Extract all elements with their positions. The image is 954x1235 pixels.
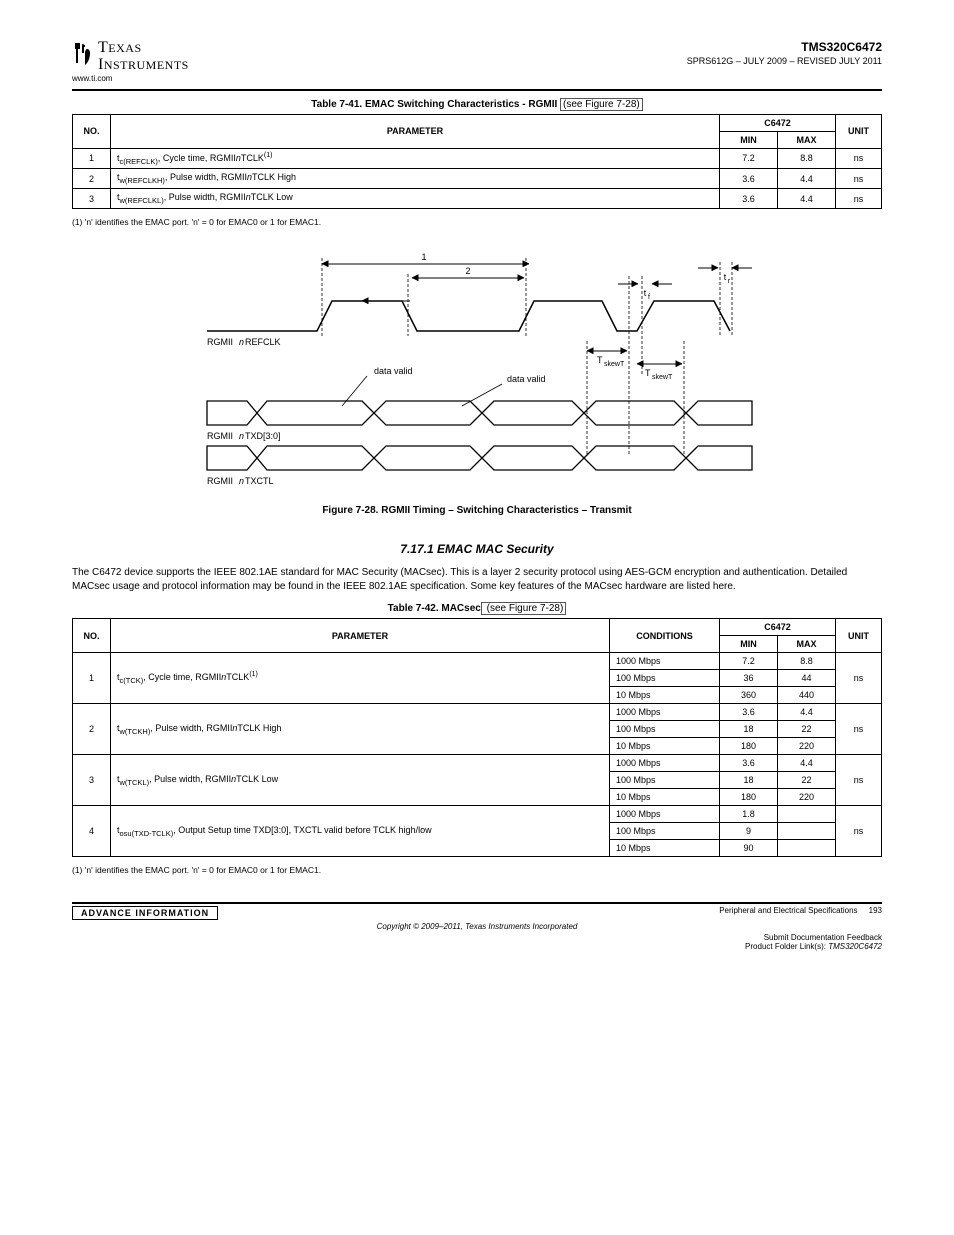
th-no: NO. [73,619,111,653]
svg-text:RGMII: RGMII [207,431,233,441]
th-no: NO. [73,114,111,148]
table42-see-link[interactable]: (see Figure 7-28) [481,602,566,615]
table41-see-link[interactable]: (see Figure 7-28) [560,98,643,111]
table-row: 1tc(REFCLK), Cycle time, RGMIInTCLK(1)7.… [73,148,882,169]
footer-right: Peripheral and Electrical Specifications… [719,906,882,915]
table-row: 2tw(REFCLKH), Pulse width, RGMIInTCLK Hi… [73,169,882,189]
product-folder-link[interactable]: TMS320C6472 [828,942,882,951]
logo-block: TEXAS INSTRUMENTS www.ti.com [72,40,189,83]
section-7-17-1-text: The C6472 device supports the IEEE 802.1… [72,566,882,593]
footer-divider [72,902,882,904]
footer-peripheral: Peripheral and Electrical Specifications [719,906,857,915]
ti-logo-icon [72,41,94,72]
th-chip: C6472 [720,114,836,131]
footer-copyright-text: Copyright © 2009–2011, Texas Instruments… [377,922,578,931]
figure28-caption: Figure 7-28. RGMII Timing – Switching Ch… [72,505,882,516]
table-41: NO. PARAMETER C6472 UNIT MIN MAX 1tc(REF… [72,114,882,209]
footer-page-num: 193 [869,906,882,915]
th-cond: CONDITIONS [610,619,720,653]
svg-text:REFCLK: REFCLK [245,337,281,347]
page-footer: ADVANCE INFORMATION Peripheral and Elect… [72,902,882,951]
th-param: PARAMETER [111,619,610,653]
submit-feedback-link[interactable]: Submit Documentation Feedback [764,933,882,942]
svg-text:data valid: data valid [374,366,413,376]
table-row: 3tw(TCKL), Pulse width, RGMIInTCLK Low10… [73,755,882,772]
table41-footnote: (1) 'n' identifies the EMAC port. 'n' = … [92,217,882,228]
svg-text:skewT: skewT [604,361,625,368]
section-7-17-1-heading: 7.17.1 EMAC MAC Security [72,542,882,556]
th-min: MIN [720,131,778,148]
header-divider [72,89,882,91]
header-right: TMS320C6472 SPRS612G – JULY 2009 – REVIS… [687,40,882,67]
svg-text:RGMII: RGMII [207,476,233,486]
svg-text:TXCTL: TXCTL [245,476,274,486]
svg-text:T: T [597,355,603,365]
figure-28: 1 2 3 [72,246,882,516]
svg-text:skewT: skewT [652,374,673,381]
svg-text:2: 2 [465,266,470,276]
advance-info-badge: ADVANCE INFORMATION [72,906,218,920]
svg-text:n: n [239,431,244,441]
svg-text:data valid: data valid [507,374,546,384]
svg-text:t: t [724,272,727,282]
table-row: 2tw(TCKH), Pulse width, RGMIInTCLK High1… [73,704,882,721]
th-param: PARAMETER [111,114,720,148]
table42-footnote: (1) 'n' identifies the EMAC port. 'n' = … [92,865,882,876]
table-row: 4tosu(TXD-TCLK), Output Setup time TXD[3… [73,806,882,823]
doc-ref: SPRS612G – JULY 2009 – REVISED JULY 2011 [687,56,882,68]
svg-text:n: n [239,476,244,486]
svg-text:t: t [644,288,647,298]
logo-text: TEXAS INSTRUMENTS [98,40,189,74]
table42-title: Table 7-42. MACsec (see Figure 7-28) [72,603,882,614]
svg-text:r: r [728,278,731,285]
th-min: MIN [720,636,778,653]
th-unit: UNIT [836,619,882,653]
product-folder-label: Product Folder Link(s): [745,942,828,951]
table41-title: Table 7-41. EMAC Switching Characteristi… [72,99,882,110]
table-row: 3tw(REFCLKL), Pulse width, RGMIInTCLK Lo… [73,189,882,209]
part-number: TMS320C6472 [687,40,882,56]
svg-text:RGMII: RGMII [207,337,233,347]
th-max: MAX [778,636,836,653]
th-max: MAX [778,131,836,148]
svg-text:TXD[3:0]: TXD[3:0] [245,431,281,441]
svg-text:n: n [239,337,244,347]
page: TEXAS INSTRUMENTS www.ti.com TMS320C6472… [0,0,954,981]
table-42: NO. PARAMETER CONDITIONS C6472 UNIT MIN … [72,618,882,857]
th-chip: C6472 [720,619,836,636]
svg-text:f: f [648,294,650,301]
th-unit: UNIT [836,114,882,148]
svg-text:T: T [645,368,651,378]
svg-text:1: 1 [421,252,426,262]
company-url[interactable]: www.ti.com [72,74,189,83]
table-row: 1tc(TCK), Cycle time, RGMIInTCLK(1)1000 … [73,653,882,670]
page-header: TEXAS INSTRUMENTS www.ti.com TMS320C6472… [72,40,882,83]
